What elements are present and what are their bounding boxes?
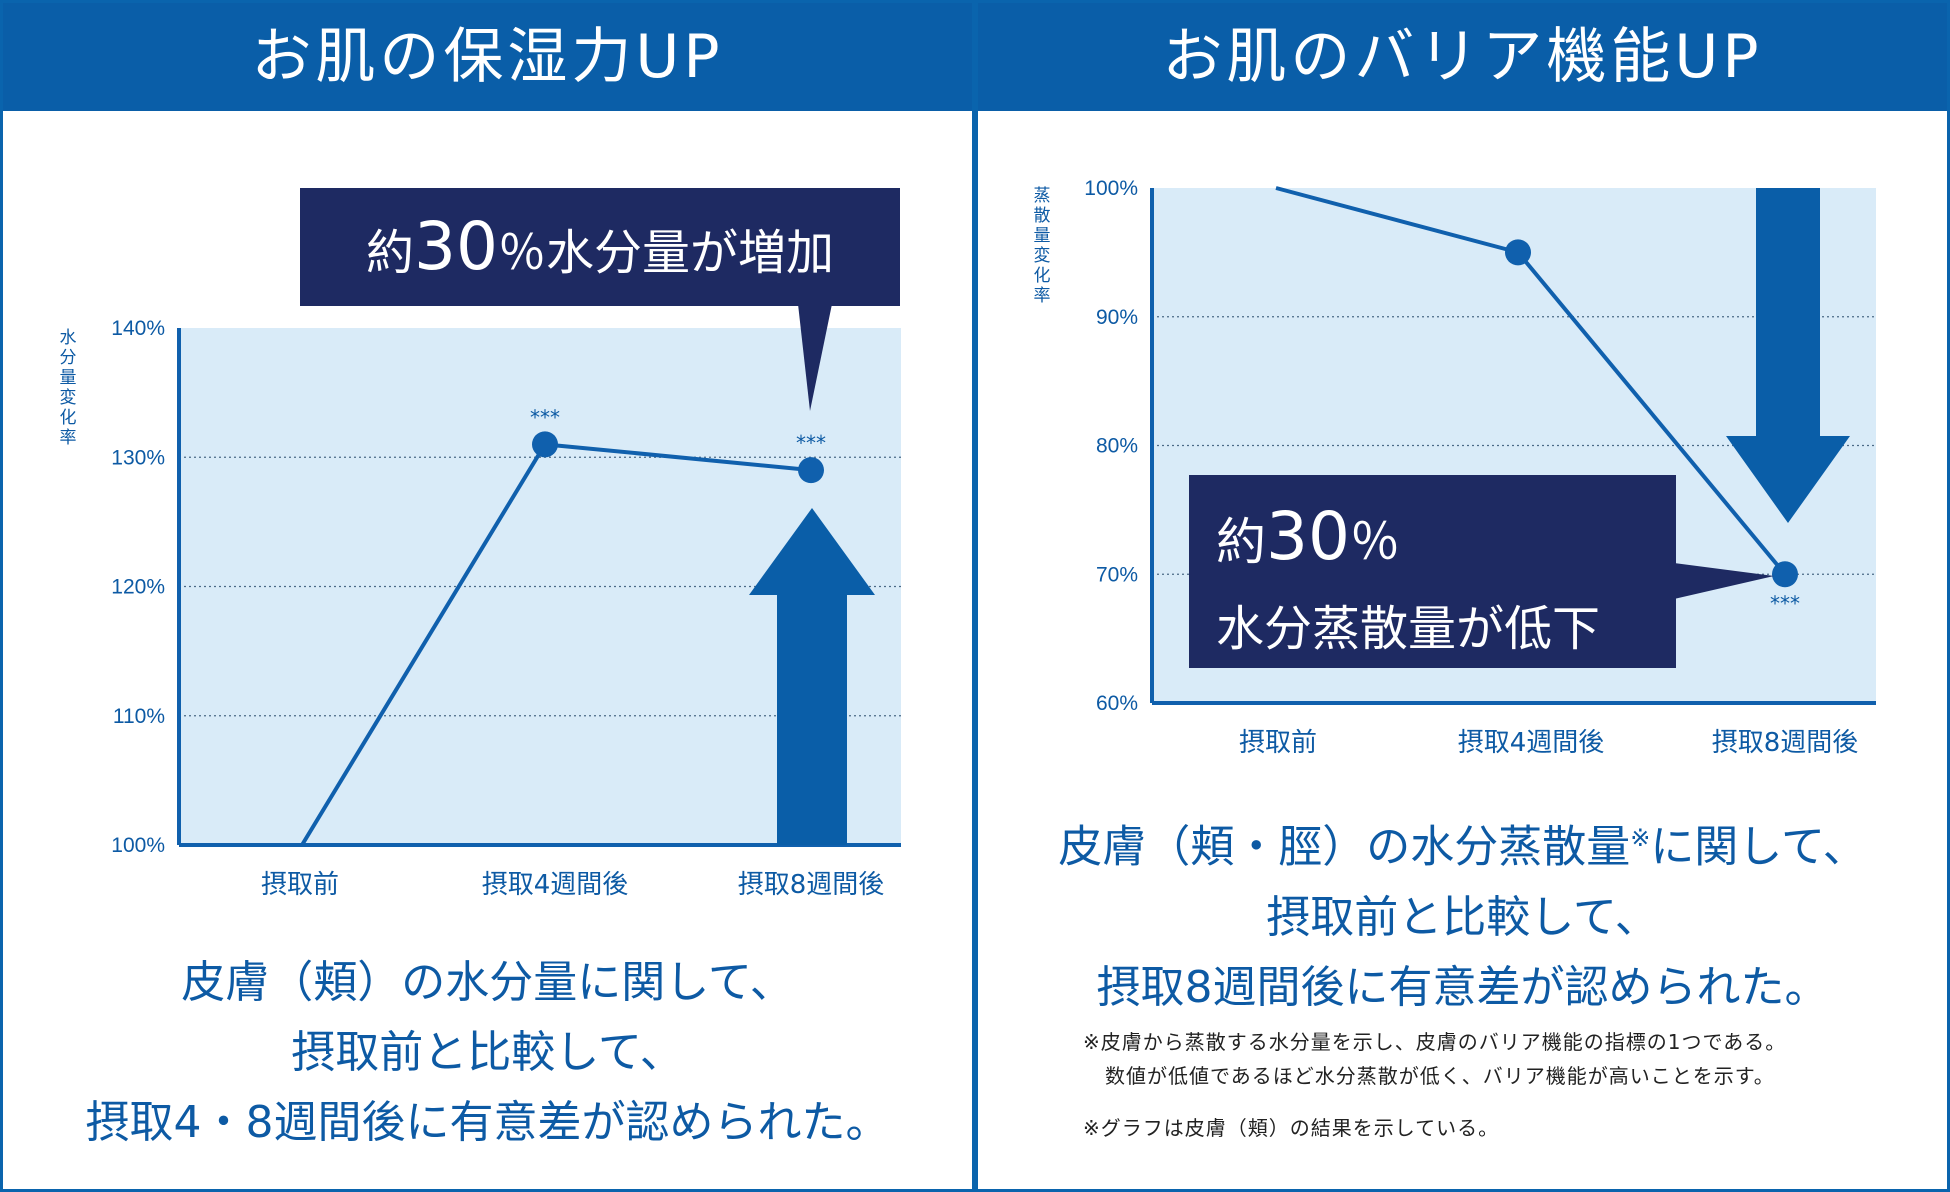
y-tick-label: 110% [113, 705, 165, 728]
x-tick-label: 摂取前 [261, 870, 339, 900]
y-axis-label: 量 [1034, 226, 1051, 246]
x-tick-label: 摂取8週間後 [1712, 728, 1859, 758]
left-caption: 皮膚（頬）の水分量に関して、 摂取前と比較して、 摂取4・8週間後に有意差が認め… [3, 948, 972, 1158]
y-axis-label: 散 [1034, 206, 1051, 226]
callout-suffix: ％ [1349, 513, 1400, 571]
y-tick-label: 70% [1096, 563, 1138, 586]
callout-tail [798, 304, 832, 411]
y-axis-label: 水 [60, 328, 77, 348]
callout-line-2: 水分蒸散量が低下 [1216, 601, 1601, 657]
footnote-1: ※皮膚から蒸散する水分量を示し、皮膚のバリア機能の指標の1つである。 [1083, 1030, 1787, 1054]
data-point [1505, 239, 1531, 266]
right-caption-line-2: 摂取前と比較して、 [1266, 891, 1659, 943]
y-tick-label: 90% [1096, 306, 1138, 329]
x-tick-label: 摂取4週間後 [482, 870, 629, 900]
data-point [798, 457, 824, 484]
right-caption-line-1: 皮膚（頬・脛）の水分蒸散量※に関して、 [978, 803, 1947, 883]
right-caption-line-3: 摂取8週間後に有意差が認められた。 [1096, 961, 1829, 1013]
callout-number: 30 [414, 208, 498, 285]
footnote-3: ※グラフは皮膚（頬）の結果を示している。 [1083, 1116, 1500, 1140]
left-caption-line-2: 摂取前と比較して、 [291, 1027, 684, 1078]
series-line-segment [300, 443, 547, 847]
significance-label: *** [530, 405, 560, 429]
x-tick-label: 摂取8週間後 [738, 870, 885, 900]
y-tick-label: 100% [1084, 177, 1138, 200]
left-panel: お肌の保湿力UP 100% 110% 120% 130% 140% 水分量変化率摂取前 摂取… [0, 0, 975, 1192]
increase-arrow [749, 508, 875, 845]
data-point [1772, 561, 1798, 588]
significance-label: *** [796, 431, 826, 455]
y-tick-label: 140% [111, 317, 165, 340]
x-tick-label: 摂取前 [1239, 728, 1317, 758]
callout-prefix: 約 [1216, 513, 1266, 571]
data-point [532, 431, 558, 458]
footnote-2: 数値が低値であるほど水分蒸散が低く、バリア機能が高いことを示す。 [1105, 1064, 1775, 1088]
y-axis-label: 化 [60, 408, 77, 428]
right-panel-title: お肌のバリア機能UP [978, 3, 1947, 111]
y-tick-label: 130% [111, 446, 165, 469]
y-tick-label: 80% [1096, 435, 1138, 458]
decrease-arrow [1726, 188, 1850, 523]
y-axis-label: 化 [1034, 266, 1051, 286]
y-axis-label: 量 [60, 368, 77, 388]
y-tick-label: 120% [111, 576, 165, 599]
moisture-callout: 約30％水分量が増加 [300, 188, 900, 306]
y-axis-label: 率 [1034, 286, 1051, 306]
x-tick-label: 摂取4週間後 [1458, 728, 1605, 758]
callout-number: 30 [1266, 498, 1350, 575]
left-caption-line-1: 皮膚（頬）の水分量に関して、 [181, 957, 794, 1008]
callout-suffix: ％水分量が増加 [497, 225, 834, 281]
y-axis-label: 分 [60, 348, 77, 368]
y-axis-label: 変 [60, 388, 77, 408]
y-axis-label: 率 [60, 428, 77, 448]
evaporation-callout: 約30％ 水分蒸散量が低下 [1189, 475, 1676, 668]
y-axis-label: 蒸 [1034, 186, 1051, 206]
right-caption: 皮膚（頬・脛）の水分蒸散量※に関して、 摂取前と比較して、 摂取8週間後に有意差… [978, 803, 1947, 1023]
y-axis-label: 変 [1034, 246, 1051, 266]
callout-prefix: 約 [365, 225, 414, 281]
significance-label: *** [1770, 591, 1800, 615]
callout-tail [1674, 563, 1774, 599]
right-caption-line-1-tail: に関して、 [1650, 821, 1867, 873]
y-tick-label: 60% [1096, 692, 1138, 715]
series-line-segment [1516, 251, 1787, 576]
right-caption-line-1-text: 皮膚（頬・脛）の水分蒸散量 [1058, 821, 1631, 873]
right-panel: お肌のバリア機能UP 60% 70% 80% 90% 100% 蒸散量変化率摂取前 摂取4週… [975, 0, 1950, 1192]
left-panel-title: お肌の保湿力UP [3, 3, 972, 111]
left-caption-line-3: 摂取4・8週間後に有意差が認められた。 [85, 1097, 890, 1148]
series-line-segment [544, 442, 812, 473]
footnote-mark: ※ [1630, 824, 1651, 852]
series-line-segment [1275, 186, 1519, 255]
y-tick-label: 100% [111, 834, 165, 857]
